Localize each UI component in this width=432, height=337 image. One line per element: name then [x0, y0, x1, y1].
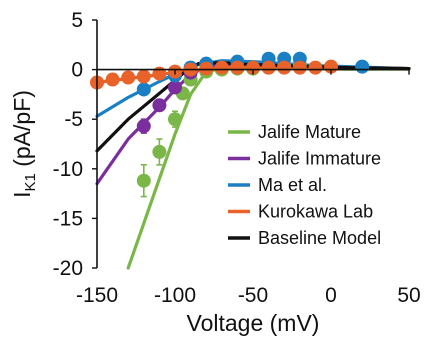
- legend: Jalife Mature Jalife Immature Ma et al. Kur…: [228, 122, 381, 248]
- x-tick-label: -50: [238, 284, 268, 307]
- data-point-s3-3: [136, 69, 151, 84]
- legend-label: Jalife Mature: [258, 122, 361, 142]
- data-point-s3-12: [277, 60, 292, 75]
- legend-item-3: Kurokawa Lab: [228, 202, 373, 222]
- legend-item-1: Jalife Immature: [228, 149, 381, 169]
- axes: [92, 19, 410, 269]
- x-tick-label: -150: [76, 284, 118, 307]
- data-point-s3-11: [261, 60, 276, 75]
- data-point-s0-1: [152, 144, 167, 159]
- x-axis-label: Voltage (mV): [187, 310, 320, 336]
- legend-label: Kurokawa Lab: [258, 202, 373, 222]
- data-point-s3-10: [246, 60, 260, 75]
- legend-item-4: Baseline Model: [228, 228, 381, 248]
- data-point-s0-0: [136, 173, 151, 188]
- series-points: [90, 51, 370, 198]
- x-tick-labels: -150 -100 -50 0 50: [76, 284, 421, 307]
- data-point-s3-8: [214, 60, 229, 75]
- data-point-s3-7: [199, 61, 214, 76]
- y-tick-label: -20: [53, 257, 83, 280]
- legend-label: Jalife Immature: [258, 149, 381, 169]
- data-point-s3-2: [121, 70, 136, 85]
- y-tick-label: -15: [53, 207, 83, 230]
- legend-item-0: Jalife Mature: [228, 122, 361, 142]
- legend-item-2: Ma et al.: [228, 175, 327, 195]
- data-point-s0-2: [168, 112, 182, 127]
- data-point-s1-0: [136, 119, 151, 134]
- data-point-s2-0: [136, 82, 151, 97]
- data-point-s3-1: [105, 72, 120, 87]
- data-point-s1-2: [168, 80, 182, 95]
- data-point-s3-9: [230, 60, 245, 75]
- y-tick-label: 5: [71, 9, 83, 32]
- x-tick-label: 50: [397, 284, 420, 307]
- data-point-s2-8: [355, 59, 370, 74]
- data-point-s1-1: [152, 98, 167, 113]
- legend-label: Ma et al.: [258, 175, 327, 195]
- y-tick-label: 0: [71, 59, 83, 82]
- data-point-s3-14: [308, 60, 323, 75]
- y-axis-label: IK1 (pA/pF): [9, 90, 39, 198]
- y-tick-label: -10: [53, 158, 83, 181]
- y-tick-label: -5: [64, 108, 83, 131]
- x-tick-label: 0: [325, 284, 337, 307]
- legend-label: Baseline Model: [258, 228, 381, 248]
- x-tick-label: -100: [154, 284, 196, 307]
- y-tick-labels: 5 0 -5 -10 -15 -20: [53, 9, 83, 280]
- data-point-s3-13: [292, 60, 307, 75]
- data-point-s3-4: [152, 66, 167, 81]
